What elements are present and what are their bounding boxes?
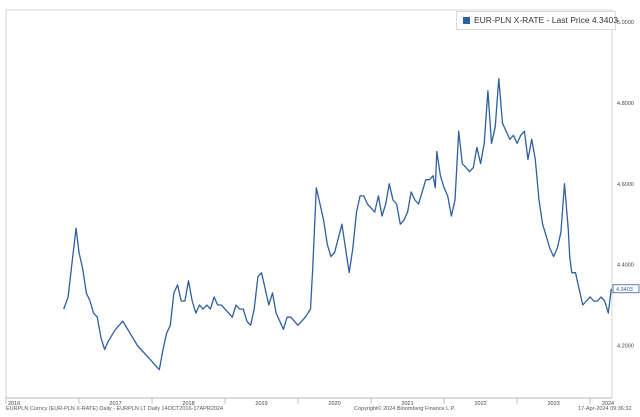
plot-frame — [5, 9, 613, 399]
y-tick-label: 5.0000 — [617, 20, 634, 26]
y-tick-label: 4.4000 — [617, 263, 634, 269]
footer-copyright: Copyright© 2024 Bloomberg Finance L.P. — [354, 406, 456, 412]
x-tick-label: 2018 — [182, 401, 194, 407]
x-tick-label: 2021 — [401, 401, 413, 407]
x-tick-label: 2020 — [328, 401, 340, 407]
x-tick-label: 2017 — [109, 401, 121, 407]
x-tick-label: 2016 — [8, 401, 20, 407]
footer-timestamp: 17-Apr-2024 09:36:32 — [578, 406, 632, 412]
last-price-label: 4.3403 — [616, 287, 633, 293]
footer-security-info: EURPLN Curncy (EUR-PLN X-RATE) Daily - E… — [6, 406, 224, 412]
y-tick-label: 4.2000 — [617, 343, 634, 349]
last-price-marker: 4.3403 — [612, 284, 640, 294]
chart-legend: EUR-PLN X-RATE - Last Price 4.3403 — [456, 11, 618, 30]
y-tick-label: 4.8000 — [617, 101, 634, 107]
y-tick-label: 4.6000 — [617, 182, 634, 188]
last-price-box — [612, 284, 640, 294]
chart-axes — [5, 9, 613, 404]
x-tick-label: 2019 — [255, 401, 267, 407]
legend-label: EUR-PLN X-RATE - Last Price 4.3403 — [474, 15, 618, 25]
chart-ticks: 4.2000 4.4000 4.6000 4.8000 5.0000 2016 2017 20… — [8, 20, 640, 407]
legend-swatch — [463, 17, 470, 24]
x-tick-label: 2024 — [602, 401, 614, 407]
x-tick-label: 2022 — [474, 401, 486, 407]
chart-series — [63, 78, 612, 371]
series-line — [63, 78, 612, 371]
x-tick-label: 2023 — [547, 401, 559, 407]
